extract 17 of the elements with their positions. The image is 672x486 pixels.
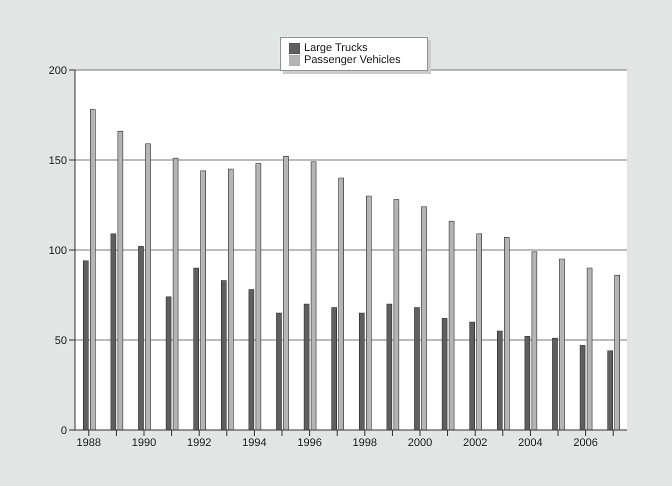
x-tick-label: 1988 bbox=[76, 436, 102, 449]
x-tick-label: 1992 bbox=[186, 436, 212, 449]
y-tick-label: 200 bbox=[48, 64, 67, 77]
y-tick-label: 150 bbox=[48, 154, 67, 167]
x-tick-label: 2002 bbox=[462, 436, 488, 449]
y-tick-label: 100 bbox=[48, 244, 67, 257]
x-tick-label: 2000 bbox=[408, 436, 432, 449]
legend-label: Large Trucks bbox=[304, 42, 368, 54]
x-tick-label: 1990 bbox=[132, 436, 156, 449]
x-tick-label: 1996 bbox=[297, 436, 322, 449]
x-tick-label: 2004 bbox=[518, 436, 543, 449]
y-tick-label: 0 bbox=[60, 424, 67, 437]
y-tick-label: 50 bbox=[54, 334, 67, 347]
x-tick-label: 2006 bbox=[573, 436, 598, 449]
x-tick-label: 1998 bbox=[352, 436, 378, 449]
legend-label: Passenger Vehicles bbox=[304, 54, 401, 66]
x-tick-label: 1994 bbox=[242, 436, 267, 449]
